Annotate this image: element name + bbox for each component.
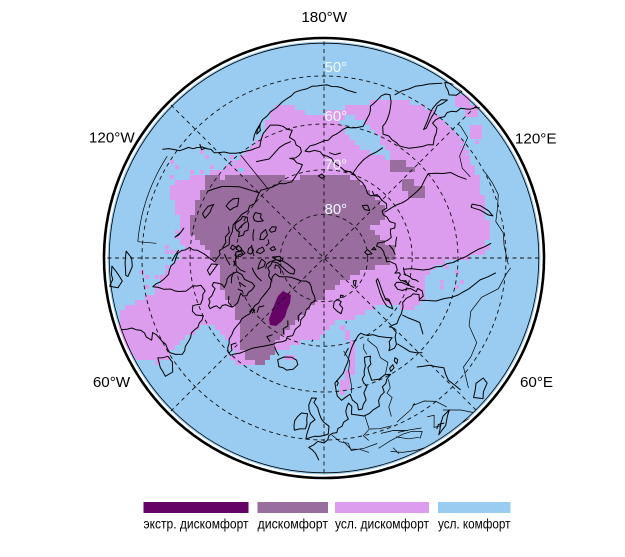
- svg-text:экстр. дискомфорт: экстр. дискомфорт: [144, 517, 249, 532]
- svg-text:120°W: 120°W: [89, 130, 135, 147]
- svg-text:60°W: 60°W: [93, 374, 131, 391]
- svg-text:180°W: 180°W: [301, 9, 347, 26]
- svg-text:дискомфорт: дискомфорт: [258, 517, 329, 532]
- svg-text:70°: 70°: [325, 157, 348, 174]
- svg-text:усл. комфорт: усл. комфорт: [438, 517, 511, 532]
- svg-text:50°: 50°: [325, 59, 348, 76]
- svg-text:120°E: 120°E: [515, 131, 557, 148]
- svg-text:60°: 60°: [325, 108, 348, 125]
- svg-text:60°E: 60°E: [520, 374, 553, 391]
- svg-text:усл. дискомфорт: усл. дискомфорт: [335, 517, 429, 532]
- svg-text:80°: 80°: [325, 201, 348, 218]
